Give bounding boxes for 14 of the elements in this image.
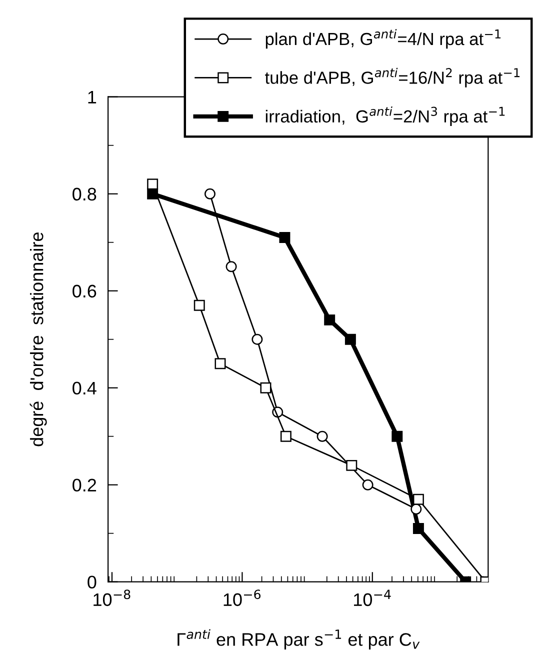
x-tick-label: 10$^{−6}$: [224, 590, 261, 606]
y-tick-label: 0.6: [72, 284, 96, 298]
y-tick-label: 1: [88, 90, 96, 104]
legend-label: plan d'APB, G$^{anti}$=4/N rpa at$^{−1}$: [266, 29, 501, 49]
legend-label: irradiation, G$^{anti}$=2/N$^{3}$ rpa at$^{−1}$: [266, 106, 505, 126]
y-tick-label: 0: [88, 576, 96, 589]
y-axis-title: degré d'ordre stationnaire: [30, 232, 47, 446]
x-tick-label: 10$^{−4}$: [354, 590, 391, 606]
y-tick-label: 0.2: [72, 478, 96, 492]
legend-label: tube d'APB, G$^{anti}$=16/N$^{2}$ rpa at$^{−1}$: [265, 68, 520, 88]
y-tick-label: 0.4: [72, 382, 96, 395]
x-axis-title: Γ$^{anti}$ en RPA par s$^{−1}$ et par C$_{v}$: [178, 629, 420, 650]
y-tick-label: 0.8: [72, 188, 96, 201]
x-tick-label: 10$^{−8}$: [94, 590, 130, 606]
